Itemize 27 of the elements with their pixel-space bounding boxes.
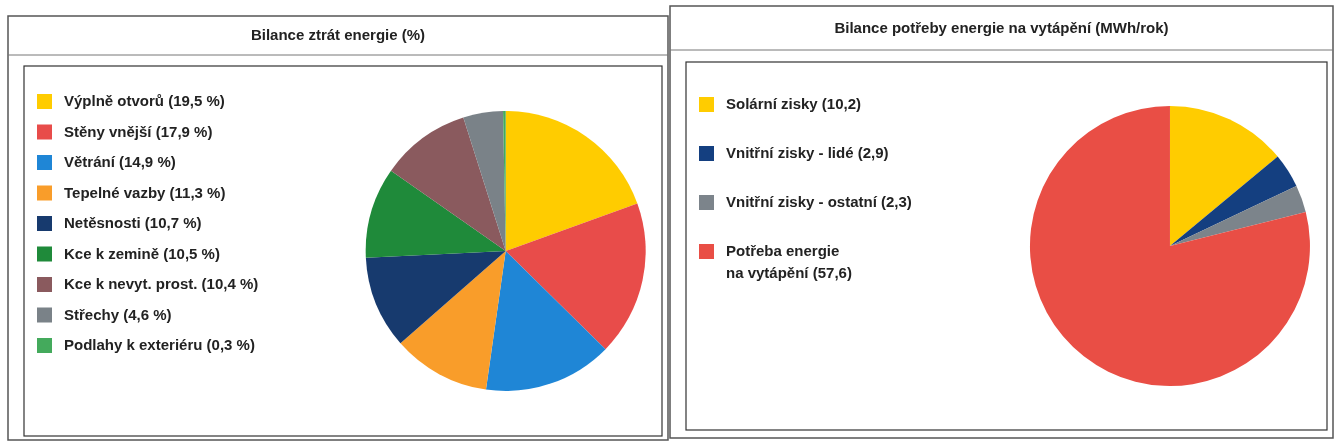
chart-title: Bilance ztrát energie (%): [250, 25, 426, 43]
legend-label: Netěsnosti (10,7 %): [64, 213, 202, 231]
legend-label: Podlahy k exteriéru (0,3 %): [64, 335, 255, 353]
legend-label: Potřeba energie na vytápění (57,6): [726, 241, 852, 281]
legend-label: Kce k zemině (10,5 %): [64, 244, 220, 262]
legend-label: Vnitřní zisky - ostatní (2,3): [726, 192, 912, 210]
legend-label: Výplně otvorů (19,5 %): [64, 91, 225, 109]
pie-slice: [390, 117, 506, 251]
legend-label: Stěny vnější (17,9 %): [64, 122, 213, 140]
legend-label: Vnitřní zisky - lidé (2,9): [726, 143, 889, 161]
pie-slice: [463, 111, 506, 251]
pie-slice: [485, 251, 606, 391]
pie-slice: [1030, 106, 1310, 386]
chart-title: Bilance potřeby energie na vytápění (MWh/rok): [834, 18, 1169, 36]
legend-label: Solární zisky (10,2): [726, 94, 862, 112]
pie-slice: [400, 251, 506, 390]
legend-label: Střechy (4,6 %): [64, 305, 172, 323]
pie-slice: [365, 170, 506, 258]
pie-slice: [1169, 185, 1306, 246]
legend-label: Kce k nevyt. prost. (10,4 %): [64, 274, 259, 292]
pie-slice: [365, 251, 506, 344]
pie-slice: [1169, 156, 1297, 246]
pie-slice: [505, 111, 638, 251]
legend-label: Tepelné vazby (11,3 %): [64, 183, 226, 201]
pie-slice: [1169, 106, 1278, 246]
legend-label: Větrání (14,9 %): [64, 152, 176, 170]
pie-slice: [505, 203, 646, 350]
